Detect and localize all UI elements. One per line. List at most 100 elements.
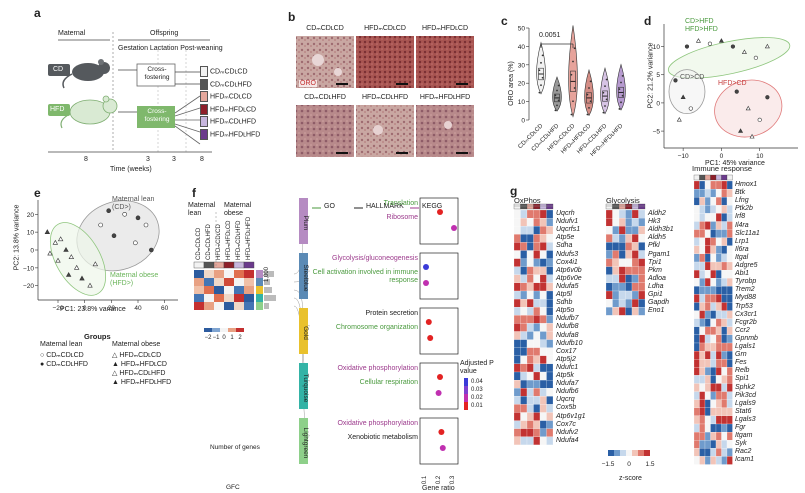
pca-point <box>738 128 744 133</box>
pca-point <box>65 271 72 277</box>
immune-cell <box>726 391 733 400</box>
oxphos-cell <box>526 396 534 405</box>
immune-cell <box>693 456 700 465</box>
violin-plot: 01020304050CDₘCDʟCDCDₘCDʟHFDHFDₘCDʟCDHFD… <box>517 25 626 158</box>
immune-cell <box>699 221 706 230</box>
oxphos-cell <box>513 363 521 373</box>
glycolysis-cell <box>638 217 646 227</box>
zscore-heatmaps: −1.5 0 1.5 <box>513 174 733 468</box>
gene-name: Fes <box>735 359 747 367</box>
group-strip-cell <box>710 174 717 181</box>
immune-cell <box>721 269 728 279</box>
gene-name: Grn <box>735 351 747 359</box>
immune-cell <box>699 261 706 271</box>
oxphos-cell <box>533 388 541 397</box>
time-axis-label: Time (weeks) <box>110 166 152 173</box>
y-tick-label: 10 <box>653 44 661 51</box>
immune-cell <box>726 253 733 263</box>
immune-cell <box>715 342 722 352</box>
oxphos-cell <box>513 331 521 340</box>
immune-cell <box>726 245 733 255</box>
oxphos-cell <box>513 315 521 324</box>
violin-point <box>589 100 592 103</box>
immune-cell <box>710 432 717 441</box>
immune-cell <box>704 456 711 465</box>
padj-colorbar-segment <box>464 394 468 402</box>
y-tick-label: 10 <box>27 230 35 237</box>
immune-cell <box>699 399 706 408</box>
gene-name: Atp5e <box>556 234 575 242</box>
group-strip-cell <box>513 203 521 210</box>
oxphos-cell <box>533 380 541 389</box>
y-tick-label: 5 <box>656 72 660 79</box>
immune-cell <box>704 253 711 263</box>
immune-cell <box>721 310 728 319</box>
violin-point <box>602 91 605 94</box>
gfc-cell <box>234 278 244 286</box>
oxphos-cell <box>533 420 541 429</box>
immune-cell <box>710 407 717 417</box>
gfc-cell <box>244 286 254 294</box>
gene-name: Aldh2 <box>648 210 666 217</box>
module-tab <box>299 363 308 409</box>
padj-colorbar-segment <box>464 378 468 386</box>
glycolysis-cell <box>618 299 626 308</box>
pca-point <box>111 233 117 239</box>
column-label: CDₘCDʟCD <box>196 227 202 260</box>
immune-cell <box>704 375 711 384</box>
y-tick-label: 0 <box>30 248 34 255</box>
hfd-mouse-icon <box>60 95 118 129</box>
group-strip-cell <box>193 261 205 269</box>
group-strip-cell <box>243 261 255 269</box>
violin-point <box>554 94 557 97</box>
immune-cell <box>715 221 722 230</box>
immune-cell <box>693 229 700 238</box>
num-genes-label: Number of genes <box>210 444 260 451</box>
column-label: HFDₘCDʟHFD <box>236 220 242 260</box>
oxphos-cell <box>546 331 554 340</box>
gfc-cell <box>214 294 224 302</box>
immune-cell <box>693 294 700 303</box>
immune-cell <box>693 440 700 449</box>
module-swatch <box>256 286 263 294</box>
oxphos-cell <box>546 420 554 429</box>
immune-cell <box>699 310 706 319</box>
glycolysis-cell <box>605 290 613 300</box>
oxphos-cell <box>546 266 554 275</box>
gene-name: Ndufc1 <box>556 363 579 371</box>
ellipse-grey <box>668 69 706 115</box>
pca-point <box>44 229 51 234</box>
gene-name: Myd88 <box>735 294 757 302</box>
oxphos-cell <box>513 274 521 284</box>
oxphos-cell <box>533 282 541 292</box>
oxphos-cell <box>539 396 547 405</box>
glycolysis-cell <box>631 217 639 227</box>
immune-cell <box>715 253 722 263</box>
module-swatch <box>256 294 263 302</box>
gfc-cell <box>194 270 204 278</box>
glycolysis-cell <box>618 274 626 284</box>
pca-point <box>98 222 103 228</box>
legend-marker: △ <box>112 352 120 359</box>
immune-cell <box>699 342 706 352</box>
oxphos-cell <box>526 290 534 300</box>
gfc-cell <box>224 278 234 286</box>
glycolysis-cell <box>605 299 613 308</box>
immune-cell <box>699 318 706 327</box>
gene-name: Ndufa5 <box>556 282 579 290</box>
pca-point <box>764 43 770 49</box>
immune-cell <box>721 415 728 425</box>
immune-cell <box>710 245 717 255</box>
glycolysis-cell <box>625 282 633 292</box>
annot-red: HFD>CD <box>718 80 747 87</box>
oxphos-cell <box>539 242 547 251</box>
glycolysis-cell <box>612 274 620 284</box>
immune-cell <box>693 189 700 198</box>
immune-cell <box>715 391 722 400</box>
immune-cell <box>715 269 722 279</box>
oxphos-cell <box>526 282 534 292</box>
legend-item: ○ CDₘCDʟCD <box>40 351 84 359</box>
group-label: CDₘCDʟCD <box>210 68 248 76</box>
gfc-colorbar-segment <box>228 328 236 332</box>
oxphos-cell <box>533 323 541 332</box>
